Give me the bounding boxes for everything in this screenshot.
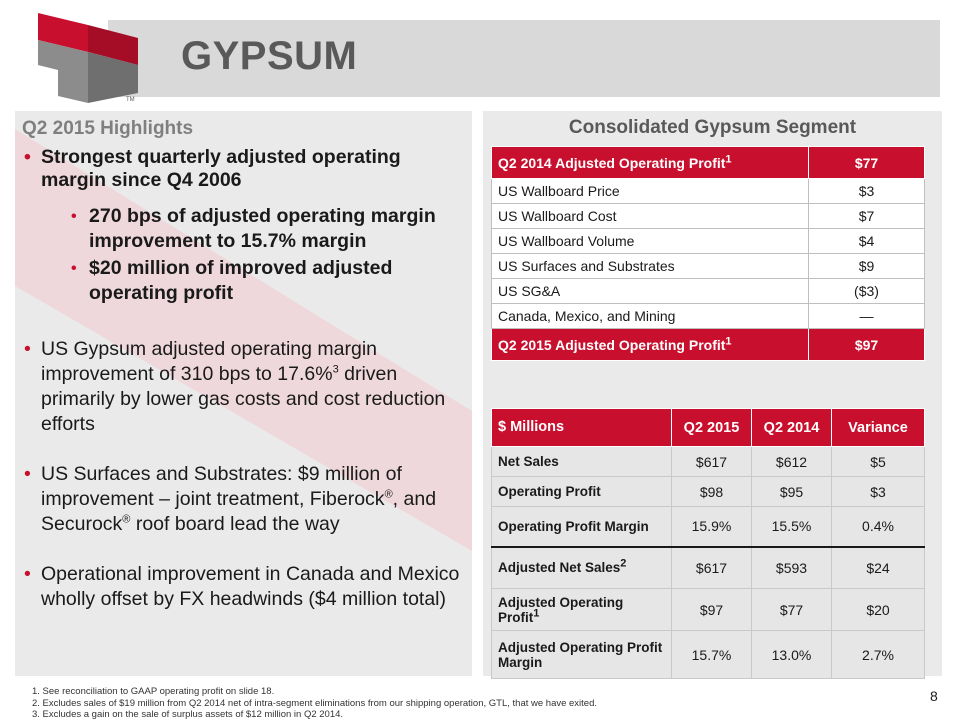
financials-table: $ Millions Q2 2015 Q2 2014 Variance Net …	[491, 408, 925, 679]
table-cell: 0.4%	[831, 506, 925, 548]
table-cell: $617	[671, 546, 752, 589]
table-row: Operating Profit Margin 15.9% 15.5% 0.4%	[491, 506, 925, 548]
bridge-row-value: —	[808, 303, 925, 329]
column-header: Q2 2014	[751, 408, 832, 447]
bullet-icon: •	[71, 260, 77, 277]
bridge-row: US SG&A ($3)	[491, 278, 925, 304]
page-number: 8	[930, 688, 938, 704]
footnotes: 1. See reconciliation to GAAP operating …	[32, 686, 597, 720]
table-row: Adjusted Operating Profit1 $97 $77 $20	[491, 588, 925, 631]
highlights-title: Q2 2015 Highlights	[22, 118, 194, 139]
usg-logo-icon: TM	[38, 13, 138, 103]
table-cell: 13.0%	[751, 630, 832, 679]
bridge-row-label: US Surfaces and Substrates	[491, 253, 809, 279]
table-cell: $5	[831, 446, 925, 477]
bridge-end-label: Q2 2015 Adjusted Operating Profit1	[491, 328, 809, 361]
table-row: Operating Profit $98 $95 $3	[491, 476, 925, 507]
highlight-subitem: • $20 million of improved adjusted opera…	[71, 257, 393, 304]
segment-title: Consolidated Gypsum Segment	[568, 117, 857, 138]
bridge-row-label: US Wallboard Volume	[491, 228, 809, 254]
bullet-icon: •	[24, 463, 31, 485]
column-header: Variance	[831, 408, 925, 447]
table-cell: $612	[751, 446, 832, 477]
logo-trademark: TM	[126, 97, 135, 103]
bridge-row: US Wallboard Volume $4	[491, 228, 925, 254]
table-cell: $95	[751, 476, 832, 507]
title-band	[108, 20, 940, 97]
bridge-row-value: $7	[808, 203, 925, 229]
column-header: $ Millions	[491, 408, 672, 447]
bridge-row-value: $4	[808, 228, 925, 254]
table-cell: $24	[831, 546, 925, 589]
highlights-panel: Q2 2015 Highlights • Strongest quarterly…	[15, 111, 472, 676]
bridge-row: US Wallboard Cost $7	[491, 203, 925, 229]
bullet-icon: •	[24, 563, 31, 585]
footnote: 2. Excludes sales of $19 million from Q2…	[32, 697, 598, 709]
row-label: Net Sales	[491, 446, 672, 477]
table-cell: 15.5%	[751, 506, 832, 548]
column-header: Q2 2015	[671, 408, 752, 447]
highlight-subitem: • 270 bps of adjusted operating margin i…	[71, 205, 436, 252]
table-cell: 2.7%	[831, 630, 925, 679]
financials-header-row: $ Millions Q2 2015 Q2 2014 Variance	[491, 408, 925, 447]
row-label: Adjusted Operating Profit1	[491, 588, 672, 631]
bridge-row-label: US SG&A	[491, 278, 809, 304]
bridge-end-row: Q2 2015 Adjusted Operating Profit1 $97	[491, 328, 925, 361]
highlights-list: • Strongest quarterly adjusted operating…	[23, 144, 468, 612]
table-cell: $617	[671, 446, 752, 477]
table-cell: $20	[831, 588, 925, 631]
profit-bridge-table: Q2 2014 Adjusted Operating Profit1 $77 U…	[491, 146, 925, 361]
table-cell: 15.7%	[671, 630, 752, 679]
row-label: Operating Profit Margin	[491, 506, 672, 548]
footnote: 1. See reconciliation to GAAP operating …	[32, 686, 275, 697]
bridge-start-row: Q2 2014 Adjusted Operating Profit1 $77	[491, 146, 925, 179]
bridge-start-value: $77	[808, 146, 925, 179]
page-title: GYPSUM	[181, 34, 358, 78]
table-cell: $3	[831, 476, 925, 507]
bullet-icon: •	[71, 208, 77, 225]
table-cell: $98	[671, 476, 752, 507]
bridge-row-label: US Wallboard Cost	[491, 203, 809, 229]
highlight-item: • US Gypsum adjusted operating margin im…	[24, 338, 446, 435]
row-label: Operating Profit	[491, 476, 672, 507]
highlight-item: • Operational improvement in Canada and …	[24, 563, 460, 610]
table-cell: $593	[751, 546, 832, 589]
bridge-row-value: ($3)	[808, 278, 925, 304]
footnote: 3. Excludes a gain on the sale of surplu…	[32, 709, 344, 720]
bullet-icon: •	[24, 146, 31, 168]
bridge-row-label: US Wallboard Price	[491, 178, 809, 204]
bridge-row-value: $9	[808, 253, 925, 279]
bridge-row-label: Canada, Mexico, and Mining	[491, 303, 809, 329]
highlight-item: • US Surfaces and Substrates: $9 million…	[24, 463, 437, 535]
table-cell: 15.9%	[671, 506, 752, 548]
table-row: Net Sales $617 $612 $5	[491, 446, 925, 477]
bridge-start-label: Q2 2014 Adjusted Operating Profit1	[491, 146, 809, 179]
table-row: Adjusted Net Sales2 $617 $593 $24	[491, 546, 925, 589]
table-cell: $97	[671, 588, 752, 631]
table-row: Adjusted Operating Profit Margin 15.7% 1…	[491, 630, 925, 679]
bridge-row: US Surfaces and Substrates $9	[491, 253, 925, 279]
bridge-row: Canada, Mexico, and Mining —	[491, 303, 925, 329]
bridge-row: US Wallboard Price $3	[491, 178, 925, 204]
table-cell: $77	[751, 588, 832, 631]
bridge-row-value: $3	[808, 178, 925, 204]
highlight-item: • Strongest quarterly adjusted operating…	[24, 146, 401, 191]
row-label: Adjusted Operating Profit Margin	[491, 630, 672, 679]
bridge-end-value: $97	[808, 328, 925, 361]
row-label: Adjusted Net Sales2	[491, 546, 672, 589]
bullet-icon: •	[24, 338, 31, 360]
decorative-band	[15, 129, 472, 551]
